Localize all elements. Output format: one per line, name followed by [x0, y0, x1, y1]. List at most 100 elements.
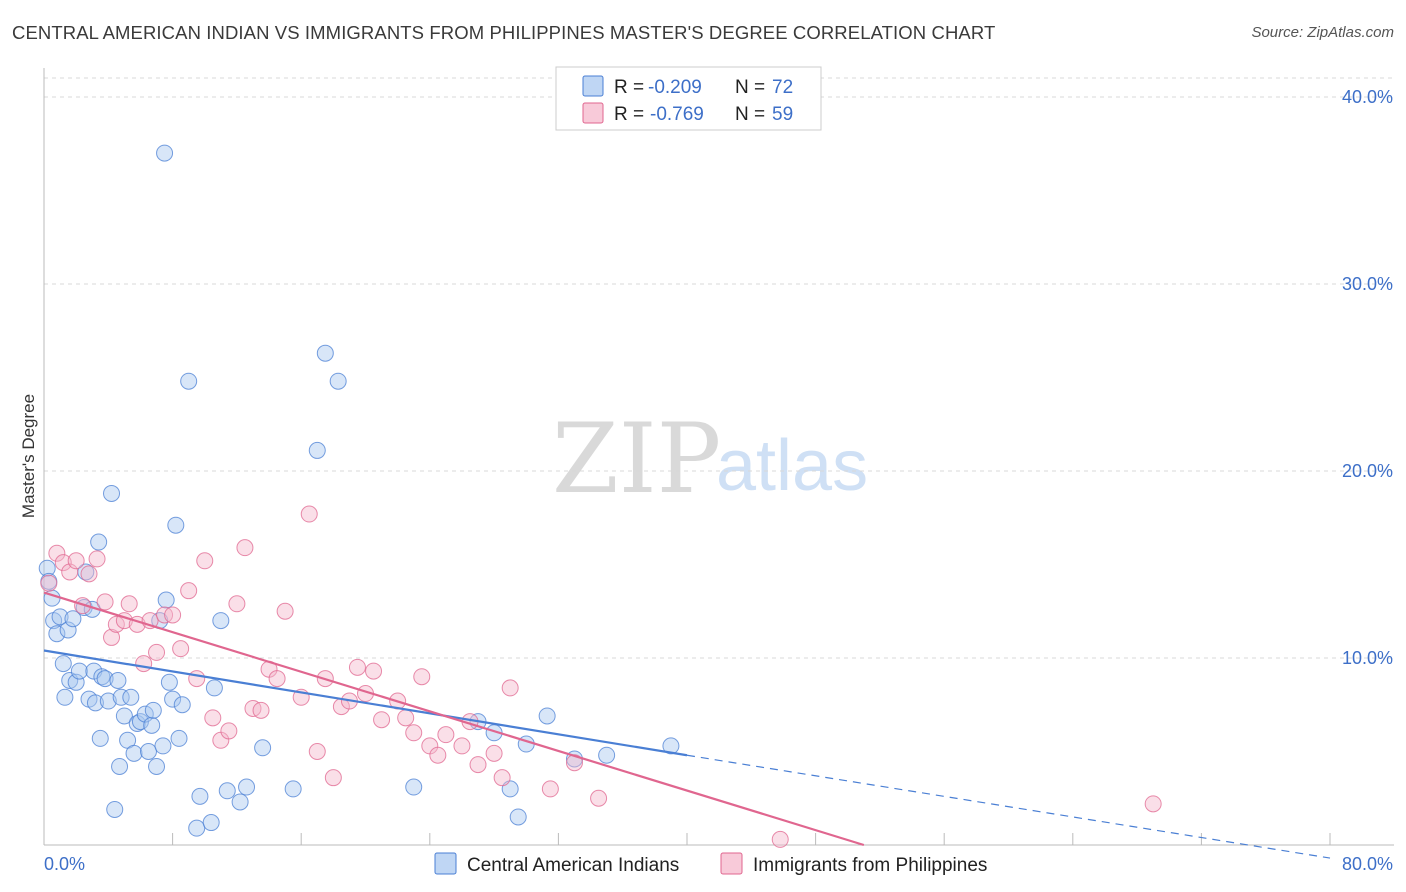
y-axis-tick-labels: 10.0% 20.0% 30.0% 40.0%: [1342, 87, 1393, 668]
point-central-american-indians: [64, 610, 82, 628]
point-central-american-indians: [99, 692, 117, 710]
y-tick-label: 10.0%: [1342, 648, 1393, 668]
watermark-atlas: atlas: [716, 426, 868, 506]
point-immigrants-philippines: [172, 640, 190, 658]
series-legend-label-2: Immigrants from Philippines: [753, 855, 987, 876]
point-immigrants-philippines: [485, 744, 503, 762]
point-immigrants-philippines: [40, 574, 58, 592]
point-immigrants-philippines: [96, 593, 114, 611]
point-central-american-indians: [48, 625, 66, 643]
series-legend-label-1: Central American Indians: [467, 855, 679, 876]
point-central-american-indians: [91, 729, 109, 747]
point-immigrants-philippines: [252, 701, 270, 719]
point-immigrants-philippines: [164, 606, 182, 624]
point-central-american-indians: [59, 621, 77, 639]
point-central-american-indians: [316, 344, 334, 362]
point-immigrants-philippines: [300, 505, 318, 523]
point-central-american-indians: [218, 782, 236, 800]
series-legend-swatch-blue: [434, 852, 457, 875]
stats-legend: R = -0.209 N = 72 R = -0.769 N = 59: [555, 66, 822, 131]
point-immigrants-philippines: [228, 595, 246, 613]
legend-n-value-2: 59: [772, 104, 793, 125]
legend-r-label-2: R =: [614, 104, 644, 125]
point-central-american-indians: [106, 800, 124, 818]
point-immigrants-philippines: [453, 737, 471, 755]
legend-r-label-1: R =: [614, 77, 644, 98]
point-immigrants-philippines: [437, 726, 455, 744]
point-immigrants-philippines: [188, 670, 206, 688]
legend-r-value-1: -0.209: [648, 77, 702, 98]
point-immigrants-philippines: [180, 582, 198, 600]
point-immigrants-philippines: [373, 711, 391, 729]
point-central-american-indians: [662, 737, 680, 755]
point-immigrants-philippines: [348, 658, 366, 676]
point-immigrants-philippines: [80, 565, 98, 583]
point-immigrants-philippines: [365, 662, 383, 680]
point-immigrants-philippines: [413, 668, 431, 686]
point-central-american-indians: [115, 707, 133, 725]
point-immigrants-philippines: [220, 722, 238, 740]
point-immigrants-philippines: [107, 615, 125, 633]
legend-swatch-blue: [582, 75, 604, 97]
point-central-american-indians: [67, 673, 85, 691]
point-immigrants-philippines: [324, 769, 342, 787]
point-central-american-indians: [139, 743, 157, 760]
point-central-american-indians: [112, 688, 130, 706]
point-immigrants-philippines: [268, 670, 286, 688]
point-immigrants-philippines: [469, 756, 487, 774]
point-central-american-indians: [254, 739, 272, 757]
point-central-american-indians: [308, 441, 326, 459]
point-central-american-indians: [284, 780, 302, 798]
point-immigrants-philippines: [308, 743, 326, 760]
point-central-american-indians: [148, 757, 166, 775]
legend-n-label-1: N =: [735, 77, 765, 98]
point-central-american-indians: [122, 688, 140, 706]
point-immigrants-philippines: [236, 539, 254, 557]
point-central-american-indians: [156, 144, 174, 162]
point-central-american-indians: [173, 696, 191, 714]
point-central-american-indians: [125, 744, 143, 762]
point-central-american-indians: [167, 516, 185, 534]
point-central-american-indians: [144, 701, 162, 719]
point-central-american-indians: [170, 729, 188, 747]
chart-title: CENTRAL AMERICAN INDIAN VS IMMIGRANTS FR…: [12, 22, 996, 43]
axes: [43, 68, 1394, 846]
legend-r-value-2: -0.769: [650, 104, 704, 125]
point-immigrants-philippines: [120, 595, 138, 613]
trend-lines: [43, 591, 1331, 859]
point-central-american-indians: [180, 372, 198, 390]
point-central-american-indians: [56, 688, 74, 706]
source-label: Source: ZipAtlas.com: [1251, 24, 1394, 41]
point-immigrants-philippines: [48, 544, 66, 562]
point-central-american-indians: [51, 608, 69, 626]
point-central-american-indians: [205, 679, 223, 697]
y-tick-label: 30.0%: [1342, 274, 1393, 294]
point-central-american-indians: [54, 655, 72, 673]
point-central-american-indians: [111, 757, 129, 775]
point-central-american-indians: [202, 814, 220, 832]
point-central-american-indians: [103, 484, 121, 502]
point-immigrants-philippines: [429, 746, 447, 764]
trend-line-immigrants-philippines: [43, 591, 865, 847]
point-central-american-indians: [90, 533, 108, 551]
point-central-american-indians: [96, 670, 114, 688]
point-central-american-indians: [329, 372, 347, 390]
point-immigrants-philippines: [405, 724, 423, 742]
trend-line-central-american-indians: [43, 649, 688, 757]
point-immigrants-philippines: [501, 679, 519, 697]
point-immigrants-philippines: [565, 754, 583, 772]
point-central-american-indians: [160, 673, 178, 691]
point-central-american-indians: [212, 612, 230, 630]
point-central-american-indians: [188, 819, 206, 837]
point-immigrants-philippines: [1144, 795, 1162, 813]
x-tick-label-min: 0.0%: [44, 854, 85, 874]
point-immigrants-philippines: [204, 709, 222, 727]
point-central-american-indians: [238, 778, 256, 796]
point-immigrants-philippines: [771, 830, 789, 848]
trend-line-extension: [686, 754, 1331, 859]
point-central-american-indians: [598, 746, 616, 764]
point-immigrants-philippines: [590, 789, 608, 807]
point-immigrants-philippines: [135, 655, 153, 673]
y-tick-label: 20.0%: [1342, 461, 1393, 481]
